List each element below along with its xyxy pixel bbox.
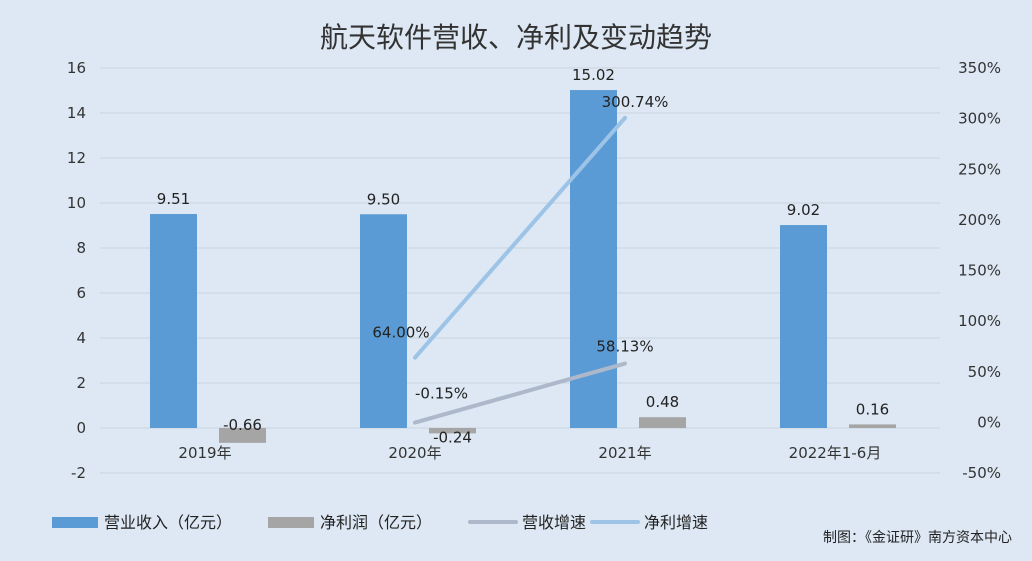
bar-data-label: 0.16 [856, 400, 889, 418]
bar [429, 428, 476, 434]
x-tick-label: 2020年 [388, 444, 441, 462]
line-data-label: 64.00% [372, 324, 429, 342]
line-data-label: 58.13% [596, 338, 653, 356]
bar-data-label: -0.24 [433, 428, 472, 446]
line-series-path [413, 361, 627, 425]
y-left-tick-label: 16 [67, 59, 86, 77]
bar-series: 9.51 9.50 15.02 9.02 -0.66 -0.24 0.48 0.16 [150, 66, 896, 446]
y-right-tick-label: 50% [968, 363, 1001, 381]
y-right-tick-label: 200% [958, 211, 1001, 229]
bar-data-label: 9.50 [367, 190, 400, 208]
bar-data-label: 9.51 [157, 190, 190, 208]
bar-data-label: 9.02 [787, 201, 820, 219]
y-right-tick-label: 350% [958, 59, 1001, 77]
legend-swatch [268, 517, 314, 528]
legend-label: 营收增速 [522, 513, 586, 532]
bar-data-label: 15.02 [572, 66, 615, 84]
line-data-label: -0.15% [415, 385, 468, 403]
y-left-tick-label: 4 [76, 329, 86, 347]
x-tick-label: 2021年 [598, 444, 651, 462]
bar [780, 225, 827, 428]
x-axis: 2019年 2020年 2021年 2022年1-6月 [178, 444, 881, 462]
y-right-tick-label: -50% [962, 464, 1001, 482]
line-series-path [413, 115, 627, 360]
y-left-tick-label: 10 [67, 194, 86, 212]
y-right-tick-label: 250% [958, 160, 1001, 178]
bar [639, 417, 686, 428]
bar [219, 428, 266, 443]
y-left-tick-label: -2 [71, 464, 86, 482]
bar [150, 214, 197, 428]
x-tick-label: 2019年 [178, 444, 231, 462]
bar [360, 214, 407, 428]
legend-label: 净利增速 [644, 513, 708, 532]
line-data-label: 300.74% [602, 93, 669, 111]
legend-swatch [52, 517, 98, 528]
legend-label: 营业收入（亿元） [104, 513, 232, 532]
y-right-tick-label: 150% [958, 262, 1001, 280]
chart-title: 航天软件营收、净利及变动趋势 [320, 21, 712, 54]
bar-data-label: -0.66 [223, 416, 262, 434]
y-left-tick-label: 8 [76, 239, 86, 257]
legend: 营业收入（亿元） 净利润（亿元） 营收增速 净利增速 [52, 513, 708, 532]
line-series: -0.15% 58.13% 64.00% 300.74% [372, 93, 669, 425]
y-axis-right: 350% 300% 250% 200% 150% 100% 50% 0% -50% [958, 59, 1001, 482]
bar [849, 424, 896, 428]
legend-label: 净利润（亿元） [320, 513, 432, 532]
y-axis-left: 16 14 12 10 8 6 4 2 0 -2 [67, 59, 86, 482]
y-right-tick-label: 0% [977, 413, 1001, 431]
y-left-tick-label: 2 [76, 374, 86, 392]
y-left-tick-label: 0 [76, 419, 86, 437]
chart-credit: 制图：《金证研》南方资本中心 [823, 530, 1012, 546]
y-left-tick-label: 14 [67, 104, 86, 122]
x-tick-label: 2022年1-6月 [789, 444, 882, 462]
bar-data-label: 0.48 [646, 393, 679, 411]
y-left-tick-label: 12 [67, 149, 86, 167]
y-right-tick-label: 300% [958, 110, 1001, 128]
y-right-tick-label: 100% [958, 312, 1001, 330]
y-left-tick-label: 6 [76, 284, 86, 302]
